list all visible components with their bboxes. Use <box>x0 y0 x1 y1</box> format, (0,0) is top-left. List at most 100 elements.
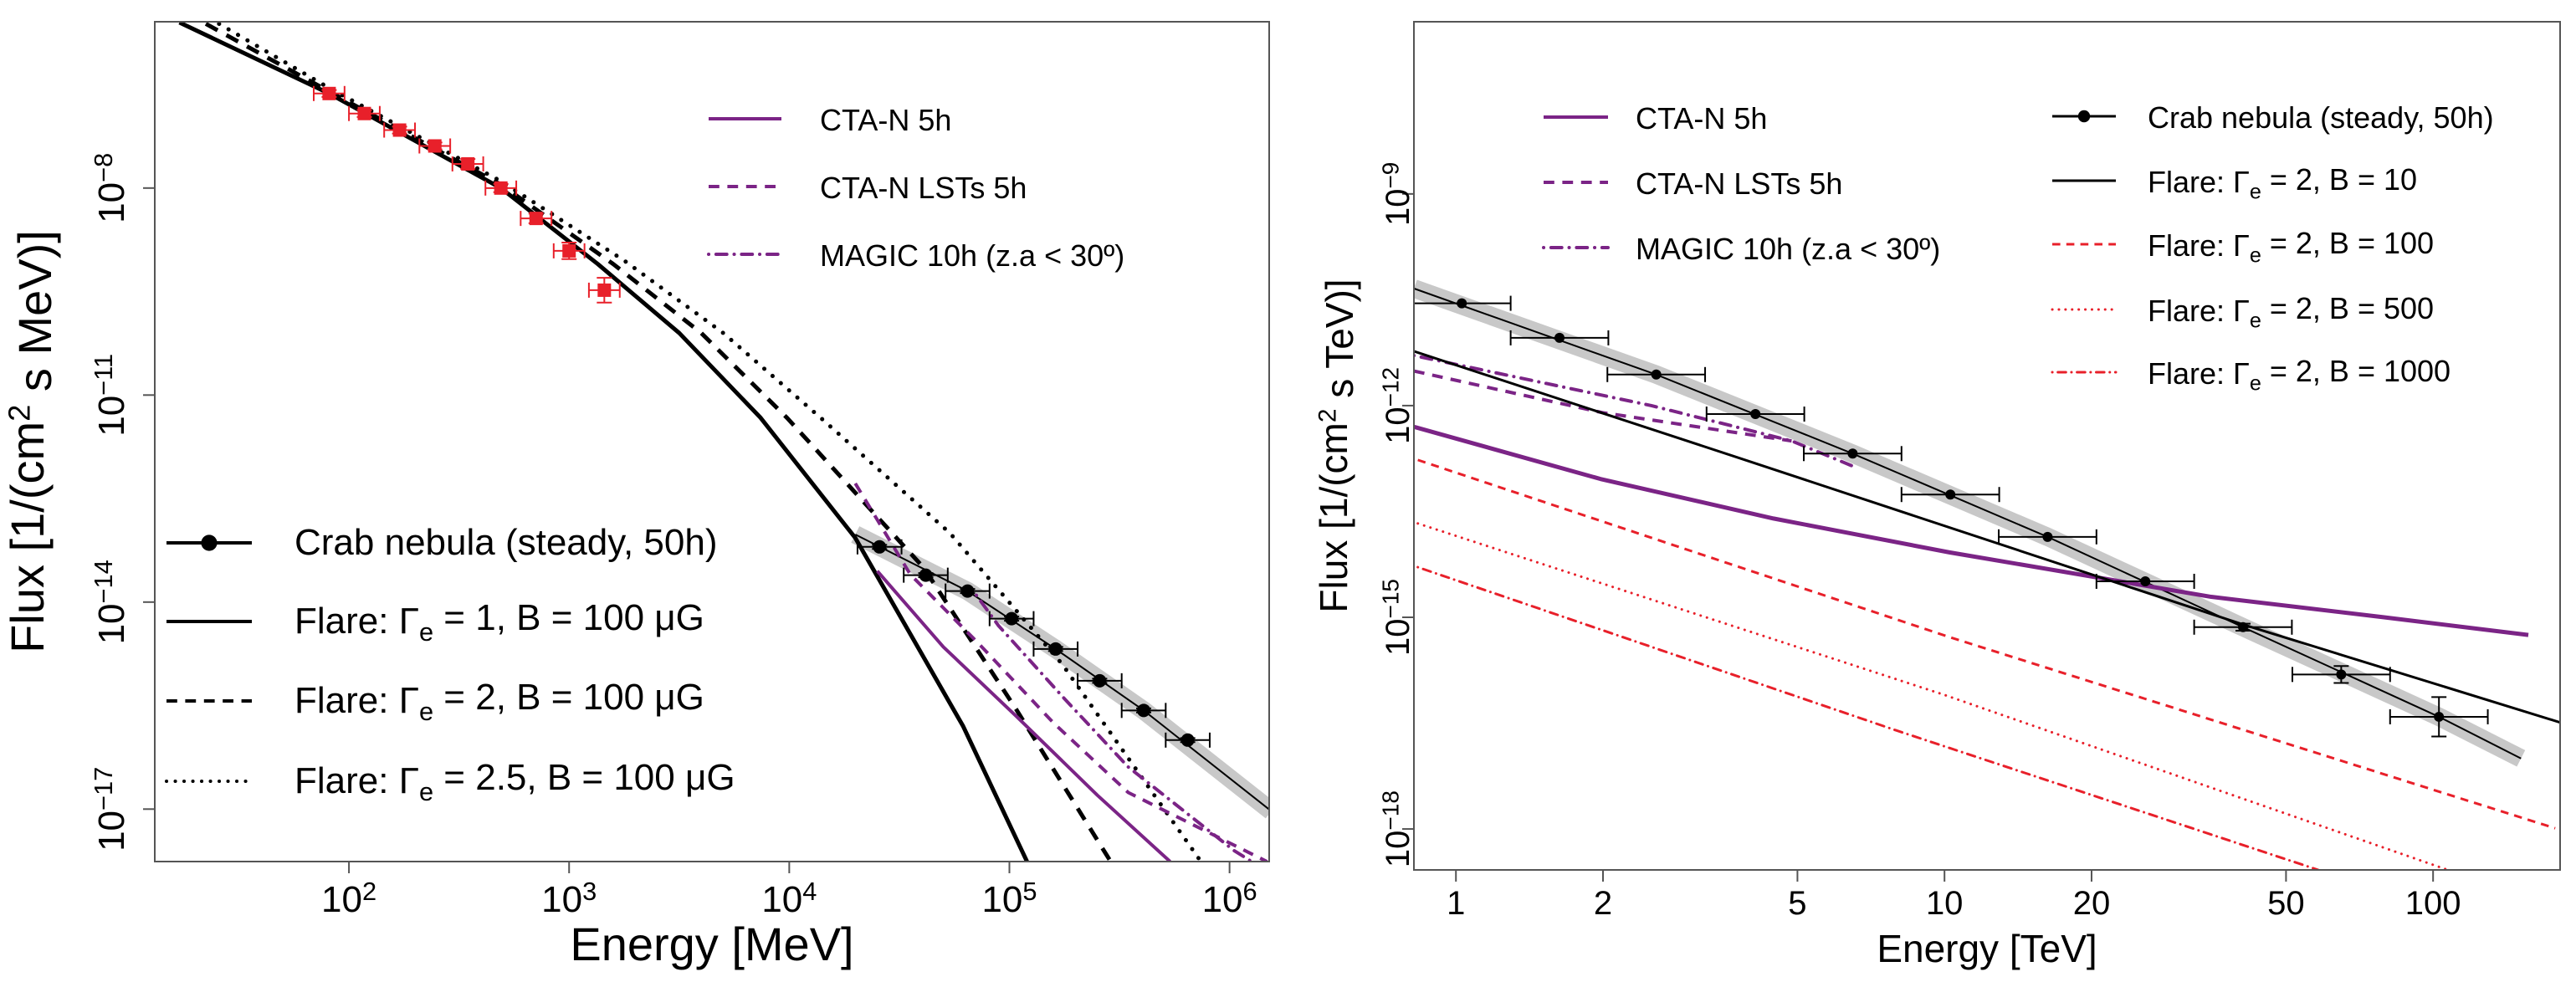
legend-label: CTA-N LSTs 5h <box>1636 166 1842 201</box>
plot-area <box>178 22 1269 862</box>
legend-right-item-0: Crab nebula (steady, 50h) <box>2052 100 2494 135</box>
x-tick-label-exp: 3 <box>582 877 597 906</box>
y-tick-label-base: 10 <box>1380 618 1416 656</box>
circle-marker <box>960 584 975 598</box>
x-tick-label: 100 <box>2405 885 2461 922</box>
legend-text-rest: = 2, B = 10 <box>2261 162 2417 197</box>
legend-text: Crab nebula (steady, 50h) <box>2148 100 2494 135</box>
legend-label: Flare: Γe = 2.5, B = 100 μG <box>294 757 735 806</box>
fermi-point-5 <box>484 180 518 196</box>
legend-top-item-0: CTA-N 5h <box>709 103 951 137</box>
circle-marker <box>1137 703 1151 718</box>
legend-marker <box>201 534 218 551</box>
circle-marker <box>1945 489 1956 500</box>
legend-right-item-4: Flare: Γe = 2, B = 1000 <box>2051 354 2451 396</box>
circle-marker <box>2042 531 2053 542</box>
fermi-point-0 <box>312 85 346 101</box>
y-tick-label-base: 10 <box>91 182 132 223</box>
circle-marker <box>1180 733 1195 747</box>
legend-right-item-1: Flare: Γe = 2, B = 10 <box>2052 162 2417 204</box>
circle-marker <box>2140 575 2151 586</box>
legend-right-item-3: Flare: Γe = 2, B = 500 <box>2051 291 2434 333</box>
legend-label: Flare: Γe = 1, B = 100 μG <box>294 597 704 647</box>
crab-point-5 <box>1900 487 2000 503</box>
crab-point-3 <box>988 611 1035 627</box>
plot-area <box>1414 279 2560 870</box>
square-marker <box>322 86 336 100</box>
legend-text-rest: = 2, B = 1000 <box>2261 354 2451 388</box>
circle-marker <box>1651 369 1662 380</box>
legend-text: CTA-N 5h <box>1636 101 1767 136</box>
legend-text-rest: = 2.5, B = 100 μG <box>433 757 735 798</box>
crab-point-2 <box>1606 366 1707 382</box>
x-tick-label-exp: 4 <box>802 877 817 906</box>
y-tick-label: 10−15 <box>1377 579 1416 656</box>
legend-text: CTA-N LSTs 5h <box>1636 166 1842 201</box>
circle-marker <box>2434 711 2445 722</box>
legend-label: Flare: Γe = 2, B = 1000 <box>2148 354 2451 396</box>
legend-sub: e <box>419 777 433 806</box>
circle-marker <box>1750 409 1761 420</box>
crab-point-3 <box>1705 407 1805 422</box>
x-tick-label-base: 10 <box>761 879 802 920</box>
y-tick-label: 10−18 <box>1377 790 1416 867</box>
series-line-4 <box>853 482 1268 862</box>
y-tick-label-base: 10 <box>91 603 132 644</box>
legend-text-rest: = 2, B = 100 μG <box>433 677 704 718</box>
crab-point-5 <box>1077 673 1123 688</box>
legend-left-item-2: MAGIC 10h (z.a < 30º) <box>1542 232 1940 266</box>
legend-text-rest: = 1, B = 100 μG <box>433 597 704 638</box>
x-tick-label: 20 <box>2073 885 2111 922</box>
legend-text-rest: = 2, B = 100 <box>2261 226 2434 260</box>
square-marker <box>428 139 442 153</box>
legend-label: Crab nebula (steady, 50h) <box>294 522 717 563</box>
crab-point-7 <box>2095 573 2195 589</box>
legend-bottom-item-3: Flare: Γe = 2.5, B = 100 μG <box>165 757 735 806</box>
circle-marker <box>919 568 933 582</box>
legend-text: MAGIC 10h (z.a < 30º) <box>820 238 1124 273</box>
x-tick-label: 102 <box>321 877 376 920</box>
y-title-sup: 2 <box>1314 409 1342 423</box>
crab-point-7 <box>1165 732 1211 748</box>
legend-label: Flare: Γe = 2, B = 100 μG <box>294 677 704 726</box>
legend-text: Flare: Γ <box>2148 356 2250 391</box>
y-tick-label-exp: −8 <box>89 153 118 182</box>
circle-marker <box>1554 332 1565 343</box>
series-line-6 <box>1416 565 2320 870</box>
legend-sub: e <box>2250 181 2261 204</box>
legend-label: Flare: Γe = 2, B = 10 <box>2148 162 2417 204</box>
plot-left-mev: 102 103 104 105 10610−810−1110−1410−17Energy… <box>1 21 1270 970</box>
x-tick-label: 1 <box>1447 885 1465 922</box>
x-tick-label: 10 <box>1926 885 1964 922</box>
legend-label: MAGIC 10h (z.a < 30º) <box>1636 232 1940 266</box>
legend-right-item-2: Flare: Γe = 2, B = 100 <box>2052 226 2434 268</box>
y-tick-label-base: 10 <box>91 396 132 437</box>
legend-label: Flare: Γe = 2, B = 500 <box>2148 291 2434 333</box>
legend-top-item-1: CTA-N LSTs 5h <box>709 171 1027 205</box>
legend-text: Crab nebula (steady, 50h) <box>294 522 717 563</box>
square-marker <box>357 106 371 120</box>
square-marker <box>529 212 543 226</box>
square-marker <box>562 243 576 258</box>
crab-point-6 <box>1120 703 1167 719</box>
x-tick-label-exp: 6 <box>1243 877 1257 906</box>
y-tick-label-base: 10 <box>1380 831 1416 868</box>
fermi-point-6 <box>520 211 553 227</box>
y-tick-label-base: 10 <box>91 811 132 852</box>
fermi-point-3 <box>418 138 452 154</box>
crab-point-9 <box>2291 665 2391 684</box>
crab-point-1 <box>903 567 949 583</box>
x-axis-title: Energy [TeV] <box>1877 927 2097 970</box>
plot-frame <box>1413 21 2561 871</box>
legend-text: MAGIC 10h (z.a < 30º) <box>1636 232 1940 266</box>
legend-text: CTA-N LSTs 5h <box>820 171 1027 205</box>
y-tick-label-exp: −11 <box>89 354 118 396</box>
circle-marker <box>1093 673 1107 688</box>
y-tick-label-exp: −18 <box>1377 790 1403 831</box>
legend-text: Flare: Γ <box>294 680 419 721</box>
series-line-4 <box>1417 458 2556 830</box>
legend-label: Flare: Γe = 2, B = 100 <box>2148 226 2434 268</box>
series-line-0 <box>178 22 1029 862</box>
circle-marker <box>1457 298 1467 309</box>
